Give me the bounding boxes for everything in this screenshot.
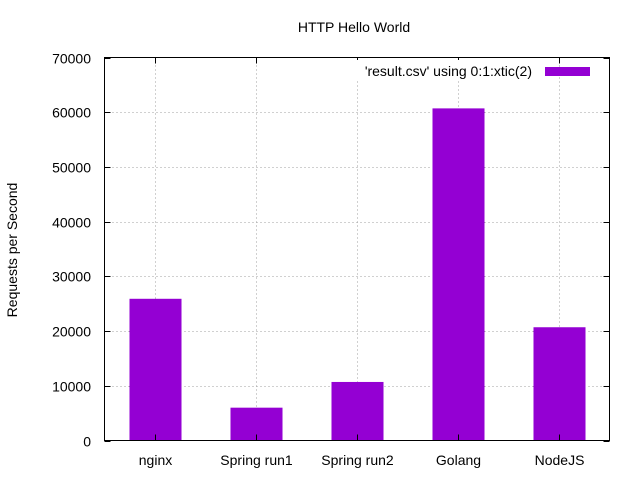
legend: 'result.csv' using 0:1:xtic(2) (330, 60, 590, 80)
legend-background (330, 60, 530, 80)
plot-frame (104, 57, 610, 441)
y-tick-label: 30000 (52, 269, 91, 285)
legend-swatch (545, 67, 590, 76)
chart-title: HTTP Hello World (298, 19, 410, 35)
bars (129, 108, 586, 441)
x-tick-labels: nginx Spring run1 Spring run2 Golang NodeJS (139, 452, 585, 468)
x-tick-label: Spring run2 (321, 452, 394, 468)
x-tick-label: Spring run1 (220, 452, 293, 468)
y-tick-label: 60000 (52, 105, 91, 121)
y-tick-label: 10000 (52, 379, 91, 395)
bar-spring-run2 (331, 381, 384, 441)
grid-lines (104, 57, 610, 441)
y-tick-label: 50000 (52, 160, 91, 176)
x-tick-label: Golang (436, 452, 481, 468)
y-tick-label: 40000 (52, 215, 91, 231)
y-tick-label: 20000 (52, 324, 91, 340)
x-tick-label: NodeJS (535, 452, 585, 468)
bar-nginx (129, 298, 182, 441)
y-tick-labels: 0 10000 20000 30000 40000 50000 60000 70000 (52, 51, 91, 450)
y-tick-label: 0 (83, 434, 91, 450)
y-tick-label: 70000 (52, 51, 91, 67)
legend-label: 'result.csv' using 0:1:xtic(2) (365, 63, 532, 79)
bar-nodejs (533, 327, 586, 441)
y-axis-label: Requests per Second (4, 183, 20, 318)
bar-golang (432, 108, 485, 441)
x-tick-label: nginx (139, 452, 172, 468)
